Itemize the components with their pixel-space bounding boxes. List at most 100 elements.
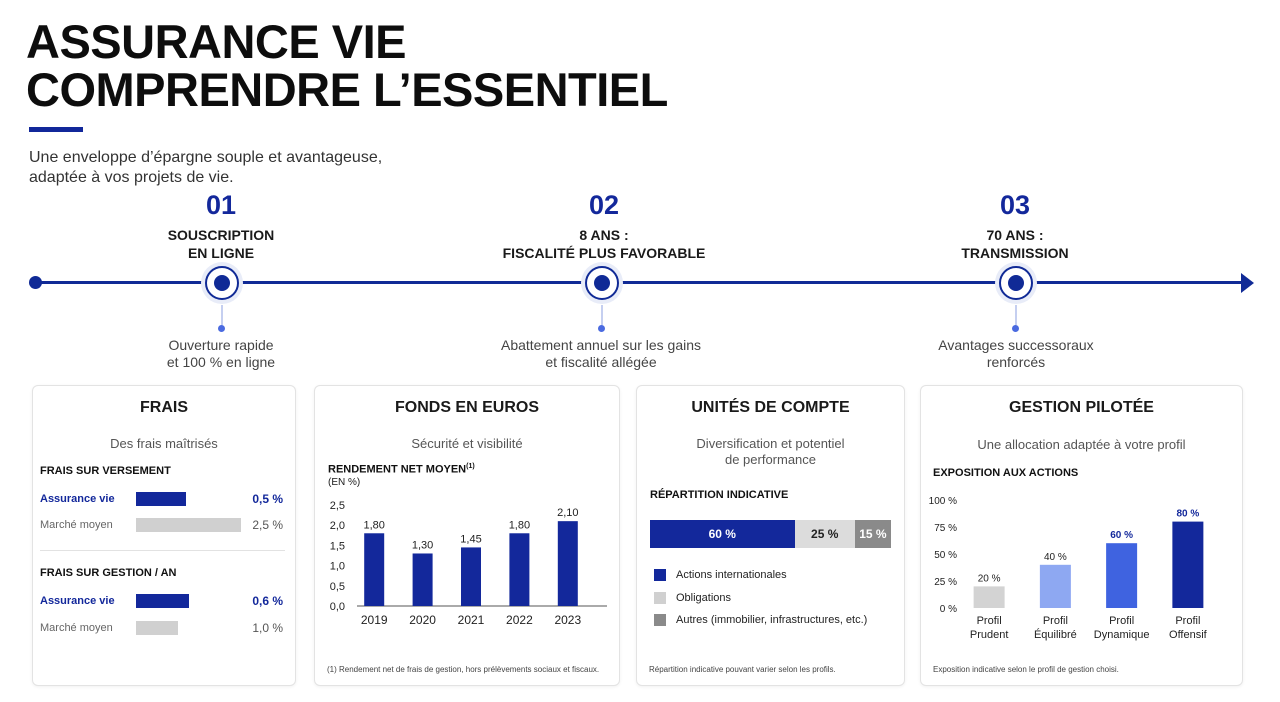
- card-frais: FRAIS Des frais maîtrisés FRAIS SUR VERS…: [32, 385, 296, 686]
- page-subtitle: Une enveloppe d’épargne souple et avanta…: [29, 148, 382, 188]
- bar: [1039, 564, 1071, 608]
- x-tick-label: Profil: [1175, 615, 1200, 627]
- x-tick-label: Profil: [1109, 615, 1134, 627]
- footnote: (1) Rendement net de frais de gestion, h…: [327, 665, 600, 674]
- step-description: Abattement annuel sur les gains et fisca…: [500, 337, 701, 370]
- timeline-arrow-icon: [1241, 273, 1254, 293]
- bar-value-label: 20 %: [978, 573, 1001, 584]
- step-number: 02: [588, 190, 620, 220]
- fee-label: Assurance vie: [40, 493, 115, 505]
- fee-bar: [136, 518, 241, 532]
- section-heading: RÉPARTITION INDICATIVE: [650, 489, 789, 501]
- chart-unit: (EN %): [328, 477, 361, 488]
- fee-bar: [136, 621, 178, 635]
- fee-value: 0,5 %: [252, 492, 283, 506]
- bar: [364, 533, 385, 606]
- card-title: FRAIS: [140, 399, 188, 416]
- timeline-step-3: 03 70 ANS : TRANSMISSION: [875, 190, 1155, 262]
- bar: [509, 533, 530, 606]
- step-label: 70 ANS : TRANSMISSION: [961, 227, 1069, 261]
- bar-value-label: 1,80: [363, 519, 384, 531]
- bar-value-label: 1,80: [509, 519, 530, 531]
- title-line-1: ASSURANCE VIE: [26, 15, 407, 68]
- step-number: 03: [999, 190, 1031, 220]
- x-tick-label: Offensif: [1169, 629, 1208, 641]
- y-tick-label: 0,5: [330, 581, 345, 593]
- timeline-step-1: 01 SOUSCRIPTION EN LIGNE: [81, 190, 361, 262]
- x-tick-label: Dynamique: [1094, 629, 1150, 641]
- card-subtitle: Des frais maîtrisés: [110, 436, 218, 451]
- step-label: 8 ANS : FISCALITÉ PLUS FAVORABLE: [502, 227, 706, 261]
- y-tick-label: 2,0: [330, 520, 345, 532]
- x-tick-label: Équilibré: [1034, 628, 1077, 641]
- bar-value-label: 2,10: [557, 507, 578, 519]
- timeline-dot-3: [1012, 325, 1019, 332]
- legend-item: Obligations: [654, 592, 731, 604]
- fee-value: 1,0 %: [252, 621, 283, 635]
- fee-value: 2,5 %: [252, 518, 283, 532]
- timeline-dot-1: [218, 325, 225, 332]
- y-tick-label: 1,5: [330, 540, 345, 552]
- bar: [1106, 543, 1138, 608]
- chart-heading-text: RENDEMENT NET MOYEN: [328, 463, 467, 476]
- timeline-step-2: 02 8 ANS : FISCALITÉ PLUS FAVORABLE: [464, 190, 744, 262]
- x-tick-label: 2021: [458, 613, 485, 627]
- fee-bar: [136, 492, 186, 506]
- step-description: Ouverture rapide et 100 % en ligne: [166, 337, 276, 370]
- section-heading: FRAIS SUR VERSEMENT: [40, 465, 171, 477]
- y-tick-label: 0,0: [330, 601, 345, 613]
- bar-value-label: 80 %: [1176, 509, 1199, 520]
- step-description: Avantages successoraux renforcés: [938, 337, 1094, 370]
- step-label: SOUSCRIPTION EN LIGNE: [167, 227, 275, 261]
- timeline-node-2: [585, 266, 619, 300]
- section-heading: EXPOSITION AUX ACTIONS: [933, 467, 1079, 479]
- bar: [973, 586, 1005, 608]
- timeline-start-dot: [29, 276, 42, 289]
- card-title: UNITÉS DE COMPTE: [691, 399, 850, 416]
- footnote: Exposition indicative selon le profil de…: [933, 665, 1119, 674]
- y-tick-label: 100 %: [929, 496, 957, 507]
- timeline-dot-2: [598, 325, 605, 332]
- title-underline: [29, 127, 83, 132]
- x-tick-label: Profil: [1043, 615, 1068, 627]
- bar: [557, 521, 578, 606]
- fee-label: Marché moyen: [40, 519, 113, 531]
- legend-label: Autres (immobilier, infrastructures, etc…: [676, 614, 868, 626]
- x-tick-label: Profil: [977, 615, 1002, 627]
- subtitle-line-1: Une enveloppe d’épargne souple et avanta…: [29, 149, 383, 166]
- footnote: Répartition indicative pouvant varier se…: [649, 665, 836, 674]
- timeline-line: [36, 281, 1244, 284]
- y-tick-label: 75 %: [934, 523, 957, 534]
- timeline-node-1: [205, 266, 239, 300]
- stack-segment: 60 %: [650, 520, 795, 548]
- legend-label: Actions internationales: [676, 569, 787, 581]
- x-tick-label: 2022: [506, 613, 533, 627]
- bar-value-label: 40 %: [1044, 552, 1067, 563]
- card-gestion-pilotee: GESTION PILOTÉE Une allocation adaptée à…: [920, 385, 1243, 686]
- fee-bar: [136, 594, 189, 608]
- bar-value-label: 60 %: [1110, 530, 1133, 541]
- legend-swatch: [654, 569, 666, 581]
- legend-item: Autres (immobilier, infrastructures, etc…: [654, 614, 867, 626]
- card-subtitle: Diversification et potentiel de performa…: [696, 436, 845, 467]
- timeline-node-3: [999, 266, 1033, 300]
- fonds-bar-chart: 0,0 0,5 1,0 1,5 2,0 2,5 1,80 2019 1,30 2020 1,45 20…: [330, 500, 607, 627]
- y-tick-label: 50 %: [934, 550, 957, 561]
- card-subtitle: Une allocation adaptée à votre profil: [977, 437, 1186, 452]
- timeline-stem-1: [221, 305, 223, 325]
- step-number: 01: [205, 190, 237, 220]
- fee-label: Assurance vie: [40, 595, 115, 607]
- bar: [461, 547, 481, 606]
- legend-label: Obligations: [676, 592, 732, 604]
- y-tick-label: 0 %: [940, 604, 957, 615]
- divider: [40, 550, 285, 551]
- allocation-stacked-bar: 60 % 25 % 15 %: [650, 520, 891, 548]
- card-subtitle: Sécurité et visibilité: [411, 436, 523, 451]
- x-tick-label: Prudent: [970, 629, 1009, 641]
- timeline-stem-3: [1015, 305, 1017, 325]
- timeline-stem-2: [601, 305, 603, 325]
- card-title: GESTION PILOTÉE: [1009, 399, 1154, 416]
- section-heading: FRAIS SUR GESTION / AN: [40, 567, 177, 579]
- chart-heading-sup: (1): [466, 463, 475, 470]
- chart-heading: RENDEMENT NET MOYEN(1): [328, 463, 475, 476]
